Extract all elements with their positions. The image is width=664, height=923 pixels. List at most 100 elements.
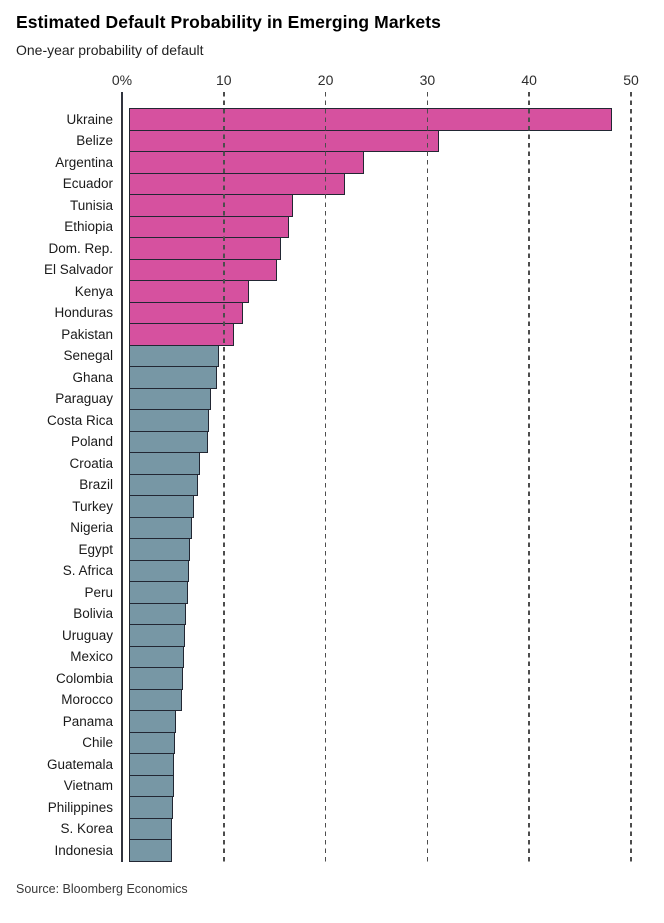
x-axis-label-50: 50 [623,72,639,88]
bar-row: Ethiopia [16,215,664,238]
bar [129,581,189,604]
bar [129,301,244,324]
chart-title: Estimated Default Probability in Emergin… [16,12,441,32]
bar-row: Dom. Rep. [16,237,664,260]
plot-area: Ukraine Belize Argentina Ecuador Tunisia Ethi… [16,92,664,862]
bar-row: Nigeria [16,516,664,539]
country-label: Uruguay [61,627,113,643]
country-label: Indonesia [54,842,113,858]
country-label: Argentina [55,154,113,170]
bar-row: Philippines [16,796,664,819]
bar [129,452,201,475]
bar [129,688,182,711]
bar-row: Poland [16,430,664,453]
country-label: Costa Rica [46,412,113,428]
bar-chart: 0% 10 20 30 40 50 Ukraine Belize Argentina Ecuad… [16,72,664,862]
bar-row: Paraguay [16,387,664,410]
country-label: Ukraine [66,111,113,127]
bar [129,667,183,690]
gridline-30 [426,92,429,862]
country-label: Panama [62,713,113,729]
bar [129,753,174,776]
gridline-20 [324,92,327,862]
bar [129,258,277,281]
country-label: S. Korea [60,821,113,837]
bar [129,280,250,303]
x-axis-label-30: 30 [419,72,436,88]
country-label: Brazil [79,477,113,493]
bar [129,796,173,819]
country-label: Egypt [78,541,113,557]
country-label: Nigeria [70,520,113,536]
bar [129,839,172,862]
country-label: Ethiopia [64,219,113,235]
bar-rows: Ukraine Belize Argentina Ecuador Tunisia Ethi… [16,108,664,862]
chart-subtitle: One-year probability of default [16,42,204,58]
x-axis-label-10: 10 [216,72,232,88]
bar-row: S. Korea [16,817,664,840]
bar-row: Chile [16,731,664,754]
bar [129,495,195,518]
bar-row: Uruguay [16,624,664,647]
bar [129,129,440,152]
bar-row: Morocco [16,688,664,711]
bar-row: Costa Rica [16,409,664,432]
country-label: Kenya [74,283,113,299]
bar [129,409,210,432]
bar [129,817,172,840]
bar [129,344,219,367]
country-label: Chile [82,735,113,751]
bar-row: Vietnam [16,774,664,797]
country-label: Colombia [55,670,113,686]
bar [129,108,612,131]
country-label: Turkey [72,498,113,514]
country-label: Poland [70,434,113,450]
bar [129,473,199,496]
bar-row: Indonesia [16,839,664,862]
bar-row: Tunisia [16,194,664,217]
bar-row: Colombia [16,667,664,690]
country-label: Ghana [72,369,113,385]
x-axis-label-0: 0% [111,72,133,88]
bar-row: Honduras [16,301,664,324]
bar-row: Croatia [16,452,664,475]
country-label: Paraguay [55,391,113,407]
bar-row: Belize [16,129,664,152]
bar [129,151,365,174]
gridline-10 [223,92,225,862]
country-label: Honduras [54,305,113,321]
x-axis-label-20: 20 [317,72,334,88]
bar-row: El Salvador [16,258,664,281]
bar [129,323,234,346]
country-label: El Salvador [43,262,113,278]
country-label: Croatia [69,455,113,471]
bar-row: Guatemala [16,753,664,776]
bar-row: Ukraine [16,108,664,131]
bar-row: Argentina [16,151,664,174]
country-label: Pakistan [61,326,113,342]
x-axis: 0% 10 20 30 40 50 [16,72,664,92]
country-label: Mexico [70,649,113,665]
x-axis-label-40: 40 [521,72,537,88]
bar [129,366,217,389]
bar [129,538,191,561]
country-label: Vietnam [63,778,113,794]
country-label: Guatemala [46,756,113,772]
bar [129,624,185,647]
source-note: Source: Bloomberg Economics [16,881,188,896]
bar [129,602,186,625]
country-label: Dom. Rep. [48,240,113,256]
bar [129,516,193,539]
bar [129,710,176,733]
bar-row: Pakistan [16,323,664,346]
bar [129,559,190,582]
country-label: Peru [84,584,113,600]
country-label: Philippines [47,799,113,815]
country-label: S. Africa [62,563,113,579]
bar-row: Egypt [16,538,664,561]
gridline-50 [630,92,632,862]
bar [129,774,174,797]
bar-row: Panama [16,710,664,733]
bar [129,194,293,217]
country-label: Bolivia [73,606,113,622]
